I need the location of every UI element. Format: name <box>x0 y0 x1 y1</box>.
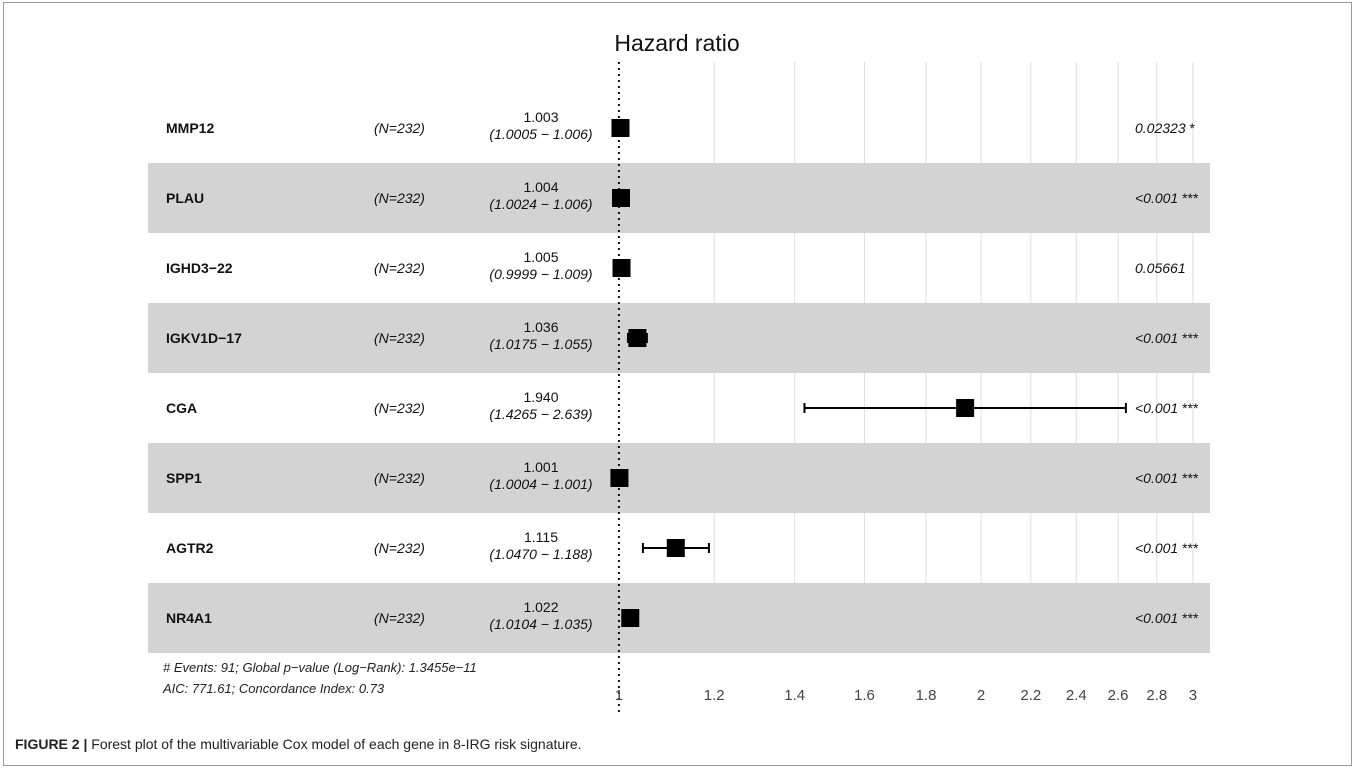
p-value: <0.001 *** <box>1135 190 1199 206</box>
hr-label: 1.036 <box>523 319 558 335</box>
ci-label: (1.0175 − 1.055) <box>489 336 592 352</box>
table-row: PLAU (N=232) 1.004(1.0024 − 1.006) <0.001 *… <box>166 179 1199 212</box>
table-row: IGKV1D−17 (N=232) 1.036(1.0175 − 1.055) <0.… <box>166 319 1199 352</box>
rows-layer: MMP12 (N=232) 1.003(1.0005 − 1.006) 0.02323… <box>166 109 1199 632</box>
hr-label: 1.003 <box>523 109 558 125</box>
row-band <box>148 163 1210 233</box>
table-row: CGA (N=232) 1.940(1.4265 − 2.639) <0.001 **… <box>166 389 1199 422</box>
row-band <box>148 443 1210 513</box>
hr-label: 1.940 <box>523 389 558 405</box>
n-label: (N=232) <box>374 190 425 206</box>
p-value: 0.02323 * <box>1135 120 1195 136</box>
gene-label: SPP1 <box>166 470 202 486</box>
hr-marker <box>612 259 631 277</box>
row-band <box>148 583 1210 653</box>
hr-marker <box>611 119 630 137</box>
caption-label: FIGURE 2 | <box>15 736 88 752</box>
ci-label: (1.0104 − 1.035) <box>489 616 592 632</box>
row-band <box>148 303 1210 373</box>
hr-label: 1.022 <box>523 599 558 615</box>
ci-label: (1.0024 − 1.006) <box>489 196 592 212</box>
ci-label: (1.0005 − 1.006) <box>489 126 592 142</box>
hr-marker <box>956 399 975 417</box>
row-shading-layer <box>148 163 1210 653</box>
table-row: SPP1 (N=232) 1.001(1.0004 − 1.001) <0.001 *… <box>166 459 1199 492</box>
x-tick-label: 1.4 <box>784 687 805 704</box>
forest-plot: Hazard ratio MMP12 (N=232) 1.003(1.0005 − … <box>148 30 1210 712</box>
n-label: (N=232) <box>374 610 425 626</box>
p-value: <0.001 *** <box>1135 540 1199 556</box>
x-tick-label: 2.4 <box>1066 687 1087 704</box>
n-label: (N=232) <box>374 260 425 276</box>
hr-marker <box>666 539 685 557</box>
chart-title: Hazard ratio <box>614 30 739 56</box>
ci-label: (1.4265 − 2.639) <box>489 406 592 422</box>
p-value: <0.001 *** <box>1135 330 1199 346</box>
x-tick-label: 2 <box>977 687 985 704</box>
table-row: NR4A1 (N=232) 1.022(1.0104 − 1.035) <0.001 … <box>166 599 1199 632</box>
table-row: AGTR2 (N=232) 1.115(1.0470 − 1.188) <0.001 … <box>166 529 1199 562</box>
footnote-events: # Events: 91; Global p−value (Log−Rank):… <box>163 660 477 675</box>
x-tick-labels: 1 1.2 1.4 1.6 1.8 2 2.2 2.4 2.6 2.8 3 <box>615 687 1197 704</box>
p-value: <0.001 *** <box>1135 470 1199 486</box>
n-label: (N=232) <box>374 470 425 486</box>
n-label: (N=232) <box>374 120 425 136</box>
p-value: 0.05661 <box>1135 260 1186 276</box>
x-tick-label: 1.6 <box>854 687 875 704</box>
ci-label: (1.0004 − 1.001) <box>489 476 592 492</box>
hr-marker <box>611 189 630 207</box>
hr-label: 1.004 <box>523 179 558 195</box>
gene-label: CGA <box>166 400 197 416</box>
gene-label: IGKV1D−17 <box>166 330 242 346</box>
x-tick-label: 2.2 <box>1020 687 1041 704</box>
x-tick-label: 2.6 <box>1108 687 1129 704</box>
hr-label: 1.001 <box>523 459 558 475</box>
gene-label: NR4A1 <box>166 610 212 626</box>
n-label: (N=232) <box>374 400 425 416</box>
p-value: <0.001 *** <box>1135 610 1199 626</box>
caption-text: Forest plot of the multivariable Cox mod… <box>87 736 582 752</box>
hr-label: 1.005 <box>523 249 558 265</box>
x-tick-label: 3 <box>1189 687 1197 704</box>
figure-frame <box>3 2 1352 766</box>
n-label: (N=232) <box>374 330 425 346</box>
x-tick-label: 1.8 <box>916 687 937 704</box>
gene-label: MMP12 <box>166 120 214 136</box>
table-row: MMP12 (N=232) 1.003(1.0005 − 1.006) 0.02323… <box>166 109 1195 142</box>
x-tick-label: 1 <box>615 687 623 704</box>
x-tick-label: 1.2 <box>704 687 725 704</box>
gene-label: PLAU <box>166 190 204 206</box>
hr-marker <box>610 469 629 487</box>
footnote-aic: AIC: 771.61; Concordance Index: 0.73 <box>162 681 385 696</box>
hr-marker <box>621 609 640 627</box>
hr-label: 1.115 <box>524 529 558 545</box>
ci-label: (1.0470 − 1.188) <box>489 546 592 562</box>
x-tick-label: 2.8 <box>1146 687 1167 704</box>
gene-label: IGHD3−22 <box>166 260 233 276</box>
figure-caption: FIGURE 2 | Forest plot of the multivaria… <box>15 736 582 752</box>
n-label: (N=232) <box>374 540 425 556</box>
hr-marker <box>628 329 647 347</box>
p-value: <0.001 *** <box>1135 400 1199 416</box>
table-row: IGHD3−22 (N=232) 1.005(0.9999 − 1.009) 0.05… <box>166 249 1186 282</box>
gene-label: AGTR2 <box>166 540 214 556</box>
ci-label: (0.9999 − 1.009) <box>489 266 592 282</box>
